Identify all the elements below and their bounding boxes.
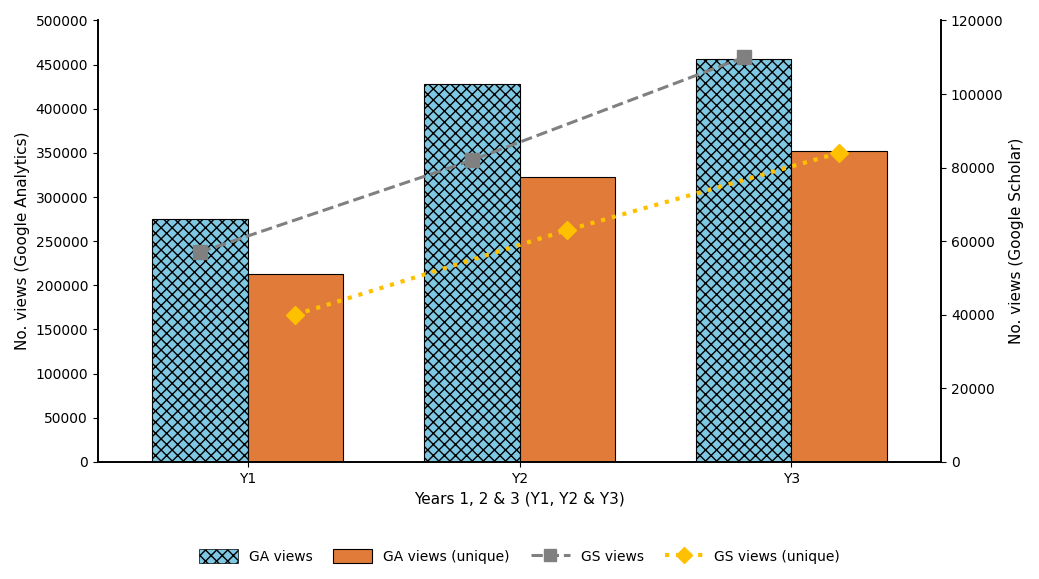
GS views [193,249,206,256]
Y-axis label: No. views (Google Analytics): No. views (Google Analytics) [15,132,30,350]
GS views (unique) [289,312,301,318]
Bar [792,151,886,462]
Line: GS views: GS views [193,50,751,259]
GS views (unique) [561,226,574,233]
GS views [738,54,750,61]
Line: GS views (unique): GS views (unique) [289,146,846,321]
Bar [153,219,247,462]
Bar [696,59,792,462]
Bar [520,177,615,462]
Bar [247,274,343,462]
GS views [465,157,478,164]
X-axis label: Years 1, 2 & 3 (Y1, Y2 & Y3): Years 1, 2 & 3 (Y1, Y2 & Y3) [415,491,624,506]
Bar [424,84,520,462]
GS views (unique) [833,149,846,156]
Legend: GA views, GA views (unique), GS views, GS views (unique): GA views, GA views (unique), GS views, G… [193,543,846,569]
Y-axis label: No. views (Google Scholar): No. views (Google Scholar) [1009,138,1024,345]
